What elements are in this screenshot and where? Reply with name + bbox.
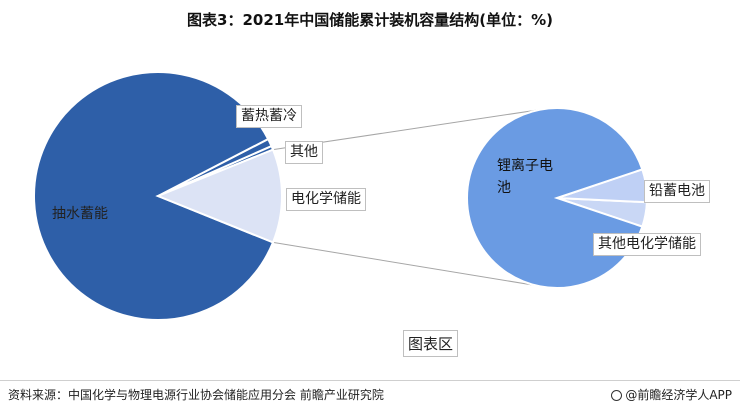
- chart-area-label: 图表区: [403, 330, 459, 357]
- chart-title: 图表3：2021年中国储能累计装机容量结构(单位：%): [187, 11, 553, 29]
- lithium-ion-label-text: 锂离子电池: [497, 158, 553, 196]
- slice-label-thermal-storage: 蓄热蓄冷: [236, 105, 302, 128]
- brand-logo-icon: [611, 390, 623, 401]
- connector-line-bottom: [272, 241, 552, 289]
- slice-label-lead-acid: 铅蓄电池: [644, 180, 710, 203]
- main-pie: [33, 71, 283, 321]
- slice-label-electrochemical: 电化学储能: [286, 188, 366, 211]
- brand-text: @前瞻经济学人APP: [625, 388, 732, 402]
- source-note: 资料来源：中国化学与物理电源行业协会储能应用分会 前瞻产业研究院: [8, 388, 384, 402]
- slice-label-lithium-ion: 锂离子电池: [493, 154, 559, 200]
- brand-mark: @前瞻经济学人APP: [611, 386, 732, 403]
- slice-label-other: 其他: [285, 141, 323, 164]
- slice-electrochemical: [155, 148, 283, 244]
- footer-divider: [0, 380, 740, 381]
- slice-label-other-electrochemical: 其他电化学储能: [593, 233, 701, 256]
- slice-pumped-hydro: [33, 71, 275, 321]
- slice-label-pumped-hydro: 抽水蓄能: [52, 206, 108, 222]
